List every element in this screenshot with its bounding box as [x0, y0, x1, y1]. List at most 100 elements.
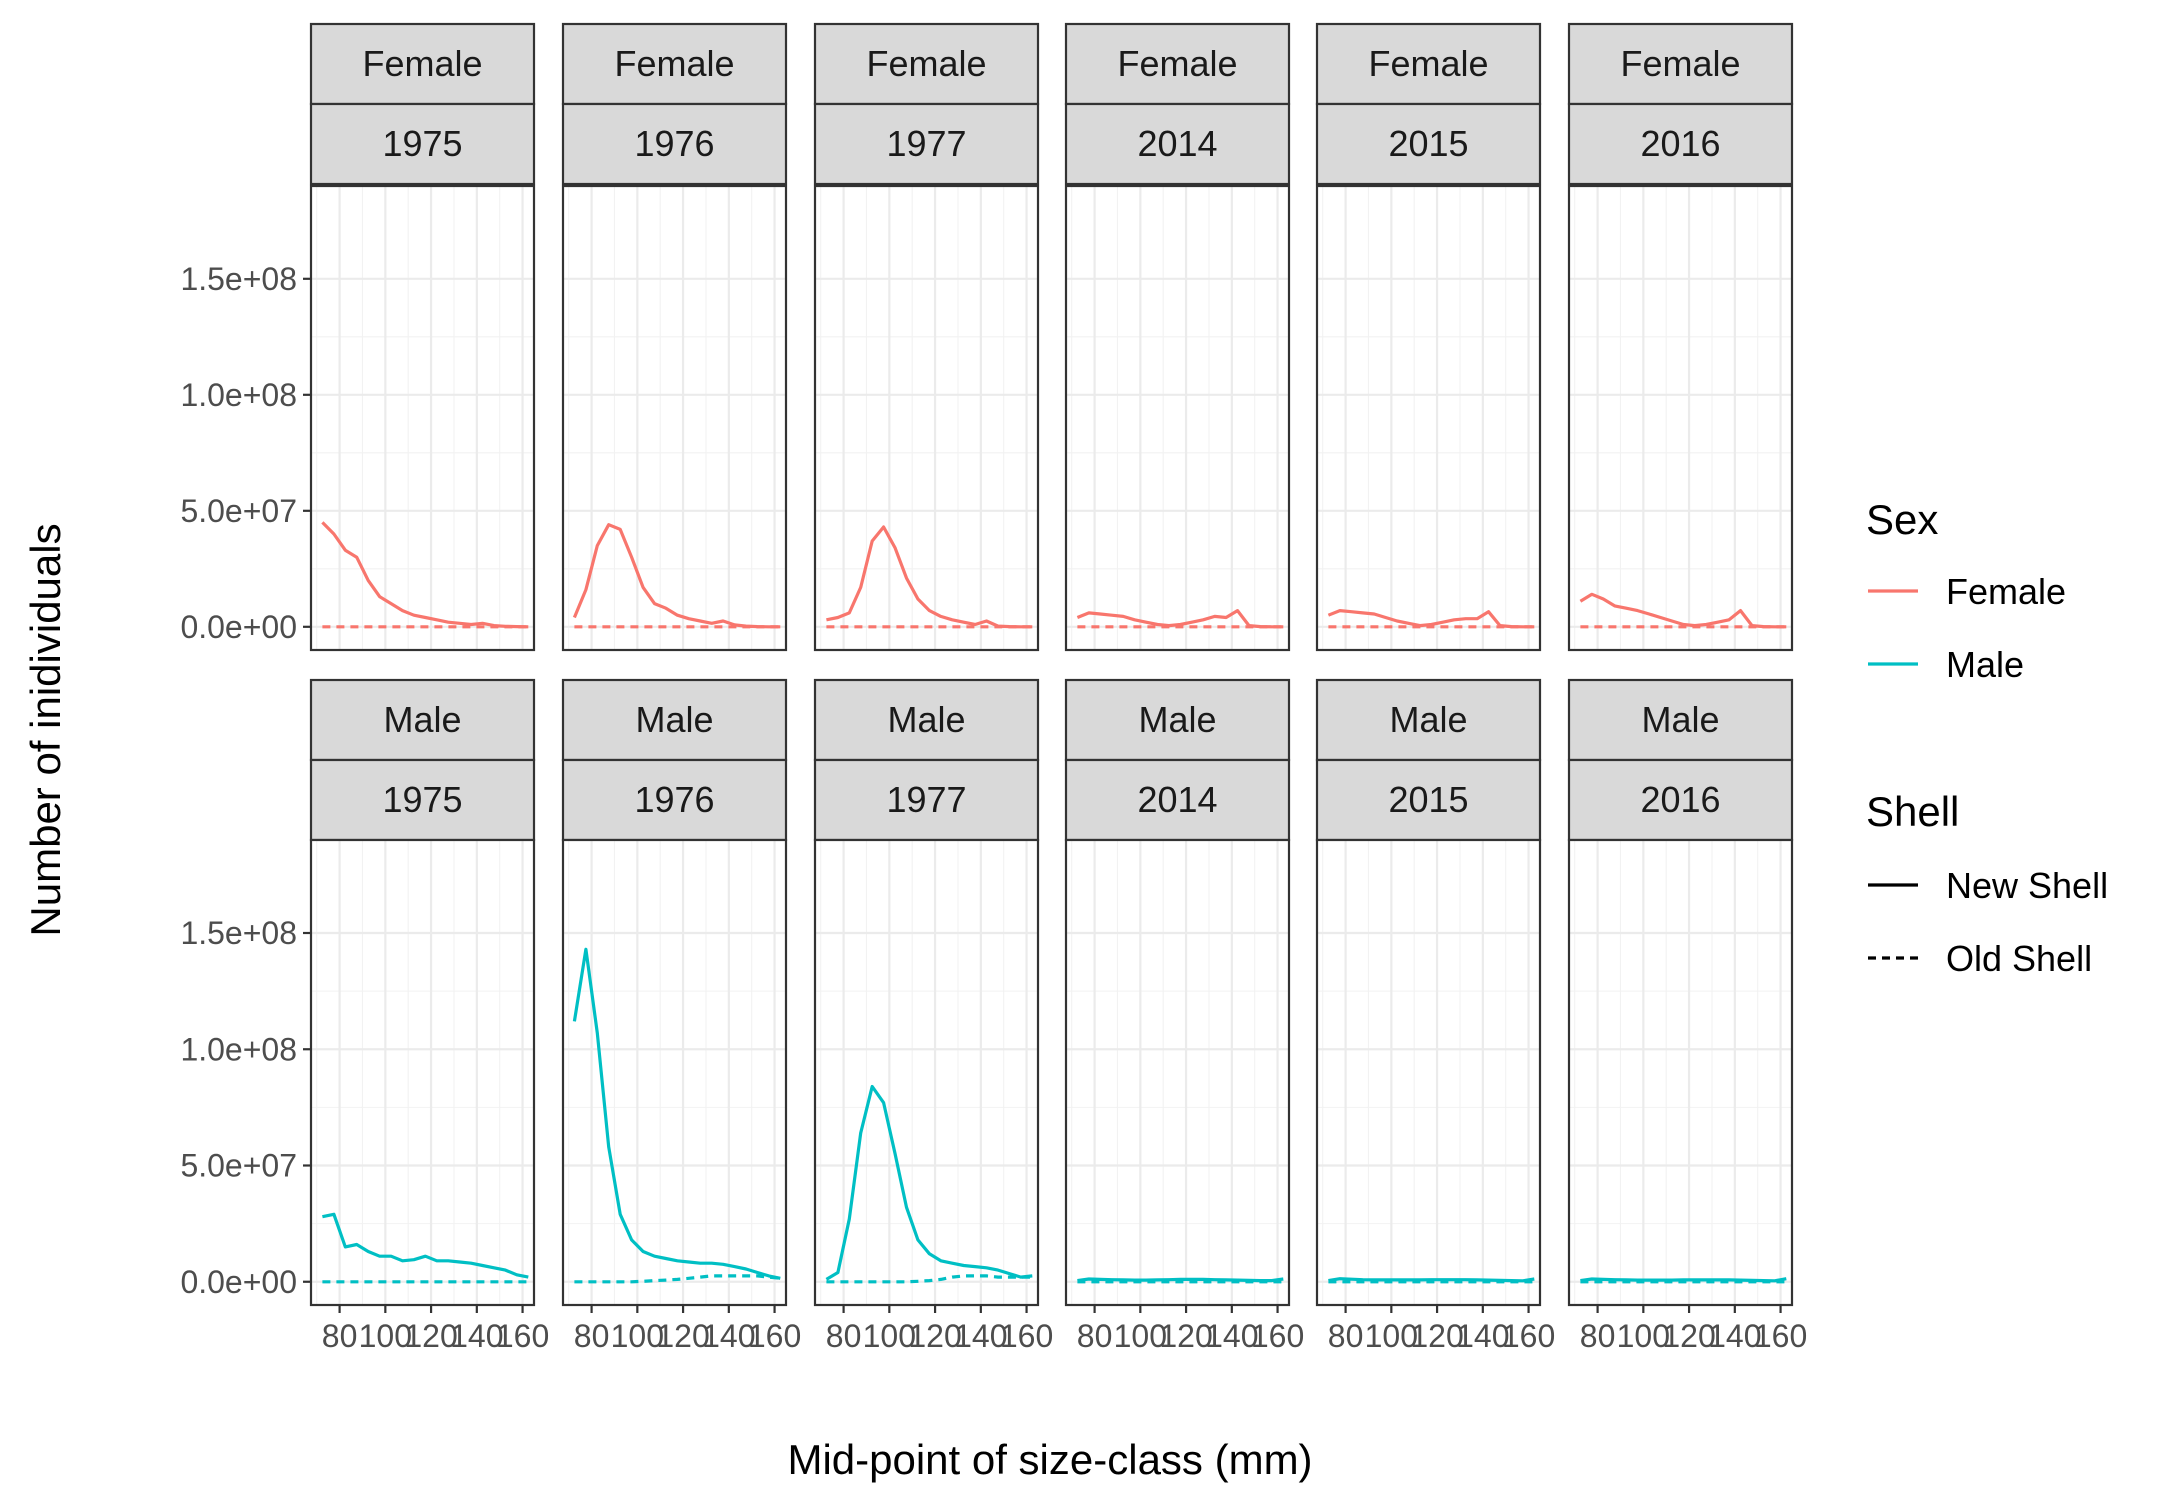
legend: Sex Female Male Shell New Shell Old Shel…	[1866, 496, 2108, 979]
strip-row-label	[561, 678, 788, 762]
panel-male-1976: Male 1976	[561, 678, 788, 1307]
x-tick-label: 120	[1159, 1318, 1212, 1354]
legend-shell-title: Shell	[1866, 788, 1959, 835]
y-tick-label: 0.0e+00	[180, 609, 297, 645]
x-tick-label: 100	[1114, 1318, 1167, 1354]
series-line-new-shell	[1580, 1277, 1787, 1283]
panel-female-1975: Female 1975	[309, 22, 536, 652]
strip-year	[1567, 102, 1794, 186]
series-line-new-shell	[1328, 1277, 1535, 1283]
strip-sex-label: Female	[1117, 43, 1237, 84]
panel-border	[1567, 838, 1794, 1307]
x-tick-label: 120	[404, 1318, 457, 1354]
panel-border	[561, 838, 788, 1307]
strip-row-label	[1315, 678, 1542, 762]
y-tick-label: 0.0e+00	[180, 1264, 297, 1300]
x-tick-label: 80	[322, 1318, 358, 1354]
strip-year-label: 2015	[1388, 123, 1468, 164]
strip-sex-label: Male	[1138, 699, 1216, 740]
panel-background	[1569, 840, 1792, 1305]
panel-border	[1567, 184, 1794, 652]
strip-year-label: 2016	[1640, 779, 1720, 820]
panel-male-2015: Male 2015	[1315, 678, 1542, 1307]
strip-year-label: 1976	[634, 123, 714, 164]
strip-year-label: 1977	[886, 779, 966, 820]
legend-sex-title: Sex	[1866, 496, 1938, 543]
panel-female-1976: Female 1976	[561, 22, 788, 652]
strip-row-label	[813, 678, 1040, 762]
series-line-new-shell	[321, 521, 529, 629]
strip-row-label	[1064, 22, 1291, 106]
series-line-new-shell	[826, 525, 1033, 629]
panel-background	[311, 186, 534, 650]
x-tick-label: 120	[656, 1318, 709, 1354]
strip-sex-label: Female	[362, 43, 482, 84]
panel-background	[815, 186, 1038, 650]
x-axis-title: Mid-point of size-class (mm)	[787, 1436, 1312, 1483]
panel-border	[309, 838, 536, 1307]
series-line-new-shell	[1327, 608, 1535, 629]
panel-border	[1315, 838, 1542, 1307]
x-tick-label: 80	[1077, 1318, 1113, 1354]
strip-year-label: 2016	[1640, 123, 1720, 164]
strip-year-label: 2014	[1137, 779, 1217, 820]
x-tick-label: 140	[1708, 1318, 1761, 1354]
strip-sex-label: Female	[866, 43, 986, 84]
strip-year	[813, 758, 1040, 842]
panel-background	[563, 186, 786, 650]
y-tick-label: 1.0e+08	[180, 1031, 297, 1067]
series-line-new-shell	[572, 947, 781, 1280]
series-line-new-shell	[825, 1084, 1033, 1281]
panel-male-2016: Male 2016	[1567, 678, 1794, 1307]
strip-year	[813, 102, 1040, 186]
x-tick-label: 140	[702, 1318, 755, 1354]
legend-label-new-shell: New Shell	[1946, 865, 2108, 906]
x-tick-label: 80	[826, 1318, 862, 1354]
x-tick-label: 140	[1456, 1318, 1509, 1354]
x-tick-label: 100	[1365, 1318, 1418, 1354]
panel-border	[1064, 184, 1291, 652]
x-tick-label: 160	[748, 1318, 801, 1354]
axes: 0.0e+00 5.0e+07 1.0e+08 1.5e+08 0.0e+00 5.0e+…	[180, 261, 1807, 1354]
panel-border	[1315, 184, 1542, 652]
facet-panels: Female 1975 Female 1976 Female 1977 Female 2014…	[309, 22, 1794, 1307]
x-tick-label: 160	[496, 1318, 549, 1354]
x-tick-label: 160	[1754, 1318, 1807, 1354]
y-tick-label: 1.0e+08	[180, 377, 297, 413]
strip-sex-label: Male	[383, 699, 461, 740]
panel-background	[1066, 186, 1289, 650]
series-line-old-shell	[574, 1274, 781, 1284]
y-tick-label: 1.5e+08	[180, 261, 297, 297]
strip-year	[309, 758, 536, 842]
y-tick-label: 1.5e+08	[180, 915, 297, 951]
panel-female-2016: Female 2016	[1567, 22, 1794, 652]
y-tick-label: 5.0e+07	[180, 493, 297, 529]
strip-year-label: 2014	[1137, 123, 1217, 164]
x-tick-label: 100	[863, 1318, 916, 1354]
strip-row-label	[1315, 22, 1542, 106]
strip-row-label	[1064, 678, 1291, 762]
panel-male-1977: Male 1977	[813, 678, 1040, 1307]
strip-year	[1315, 102, 1542, 186]
legend-label-female: Female	[1946, 571, 2066, 612]
strip-year-label: 1975	[382, 779, 462, 820]
strip-row-label	[561, 22, 788, 106]
panel-border	[813, 184, 1040, 652]
y-tick-label: 5.0e+07	[180, 1148, 297, 1184]
x-tick-label: 140	[1205, 1318, 1258, 1354]
panel-female-1977: Female 1977	[813, 22, 1040, 652]
legend-label-old-shell: Old Shell	[1946, 938, 2092, 979]
x-tick-label: 80	[574, 1318, 610, 1354]
panel-background	[311, 840, 534, 1305]
x-tick-label: 80	[1580, 1318, 1616, 1354]
strip-year	[1064, 102, 1291, 186]
x-tick-label: 120	[1410, 1318, 1463, 1354]
x-tick-label: 120	[908, 1318, 961, 1354]
panel-border	[309, 184, 536, 652]
strip-year	[309, 102, 536, 186]
x-tick-label: 140	[954, 1318, 1007, 1354]
x-tick-label: 100	[611, 1318, 664, 1354]
strip-year-label: 1976	[634, 779, 714, 820]
panel-background	[563, 840, 786, 1305]
strip-row-label	[813, 22, 1040, 106]
